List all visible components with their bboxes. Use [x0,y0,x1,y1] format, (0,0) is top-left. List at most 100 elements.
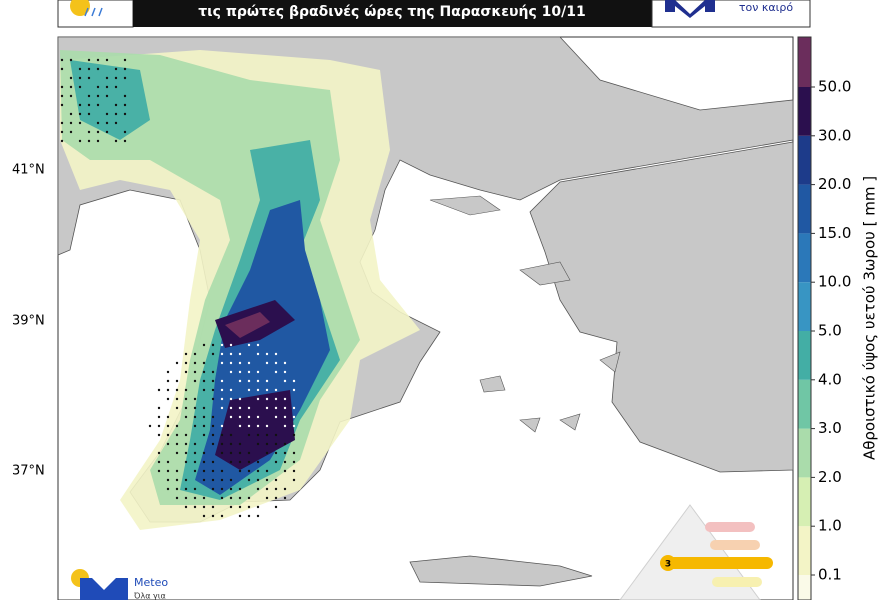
dot [229,343,233,347]
dot [96,121,100,125]
dot [256,343,260,347]
dot [202,379,206,383]
dot [211,469,215,473]
dot [87,76,91,80]
dot [123,112,127,116]
dot [69,76,73,80]
colorbar: 0.1 1.0 2.0 3.0 4.0 5.0 10.0 15.0 20.0 30.0 50.0 [797,36,851,601]
dot [274,496,278,500]
dot [265,496,269,500]
dot [292,424,296,428]
dot [166,478,170,482]
dot [229,415,233,419]
title: τις πρώτες βραδινές ώρες της Παρασκευής … [198,4,585,20]
dot [166,379,170,383]
dot [114,103,118,107]
dot [175,397,179,401]
dot [193,505,197,509]
dot [274,451,278,455]
warning-level-bar [665,557,773,569]
dot [292,406,296,410]
dot [166,469,170,473]
dot [283,397,287,401]
dot [283,415,287,419]
dot [211,343,215,347]
dot [238,487,242,491]
dot [247,433,251,437]
dot [229,451,233,455]
dot [184,370,188,374]
dot [175,442,179,446]
lat-label: 41°N [12,163,45,178]
dot [229,442,233,446]
dot [274,388,278,392]
dot [229,496,233,500]
dot [96,94,100,98]
dot [96,85,100,89]
dot [193,361,197,365]
colorbar-segment [798,526,811,575]
dot [229,388,233,392]
dot [292,388,296,392]
dot [220,406,224,410]
dot [166,460,170,464]
colorbar-tick-label: 4.0 [818,370,842,388]
dot [114,85,118,89]
warning-level-bar [705,522,755,532]
dot [256,487,260,491]
dot [157,406,161,410]
warning-level-badge [660,555,676,571]
map [57,36,794,601]
dot [256,469,260,473]
dot [238,505,242,509]
dot [238,379,242,383]
dot [274,505,278,509]
dot [114,112,118,116]
dot [157,451,161,455]
dot [175,487,179,491]
dot [202,370,206,374]
dot [87,58,91,62]
dot [274,442,278,446]
dot [256,352,260,356]
logo-tagline: Όλα για [133,591,166,601]
dot [229,433,233,437]
dot [211,505,215,509]
dot [274,433,278,437]
dot [220,478,224,482]
colorbar-tick-label: 2.0 [818,468,842,486]
dot [78,121,82,125]
colorbar-tick-label: 10.0 [818,273,851,291]
dot [283,442,287,446]
colorbar-segment [798,282,811,331]
logo-m [80,578,128,600]
dot [238,424,242,428]
logo-name: Meteo [134,576,168,589]
dot [69,130,73,134]
dot [193,424,197,428]
dot [96,58,100,62]
dot [69,121,73,125]
land-turkey [529,141,794,473]
dot [220,514,224,518]
dot [202,478,206,482]
dot [123,76,127,80]
dot [211,487,215,491]
colorbar-under [798,575,811,600]
dot [247,514,251,518]
dot [60,58,64,62]
dot [105,112,109,116]
dot [256,514,260,518]
precip-peak [225,312,270,338]
dot [256,478,260,482]
dot [123,130,127,134]
dot [202,505,206,509]
logo-right-box [651,0,811,28]
dot [211,379,215,383]
dot [247,361,251,365]
dot [247,478,251,482]
dot [105,85,109,89]
dot [247,343,251,347]
dot [265,397,269,401]
dot [256,415,260,419]
